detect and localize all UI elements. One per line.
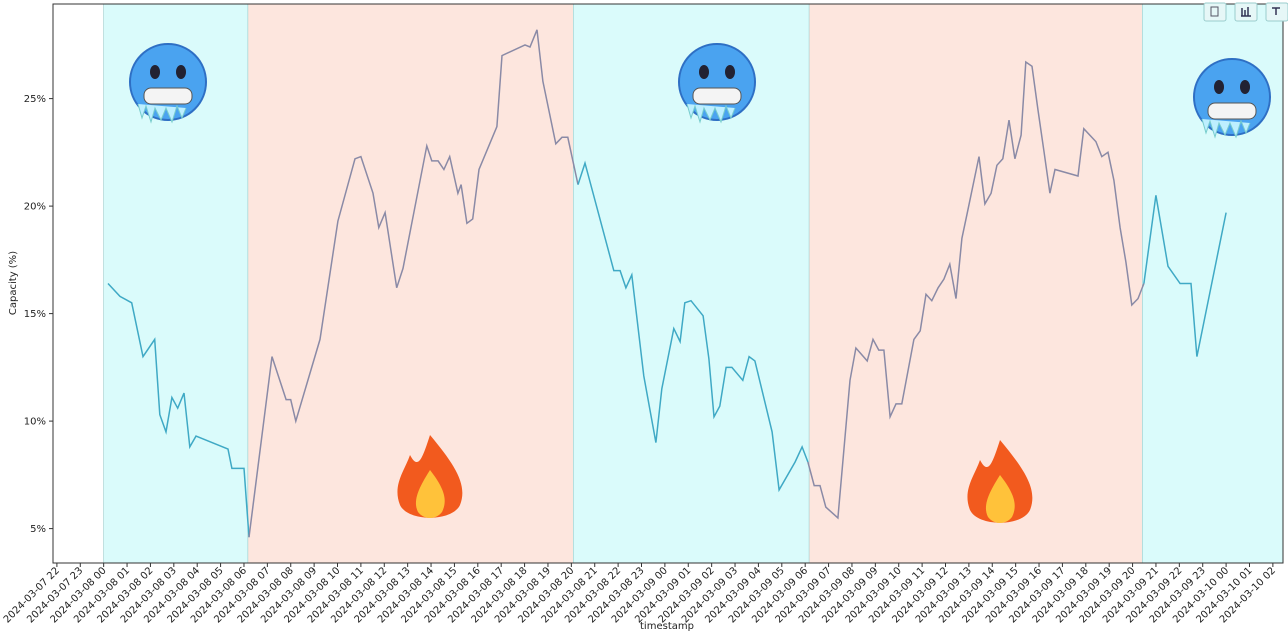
y-tick-label: 10% <box>24 417 46 428</box>
capacity-line <box>577 160 809 493</box>
plot-frame <box>52 3 1284 564</box>
export-icon <box>1272 7 1280 15</box>
teeth <box>692 87 742 105</box>
copy-button[interactable] <box>1203 2 1227 22</box>
copy-icon <box>1210 6 1219 17</box>
eye <box>176 65 186 79</box>
eye <box>725 65 735 79</box>
chart-icon <box>1241 7 1251 17</box>
y-tick-label: 15% <box>24 309 46 320</box>
y-axis-label: Capacity (%) <box>8 251 19 315</box>
flame-core <box>985 475 1015 523</box>
eye <box>699 65 709 79</box>
capacity-line <box>248 29 579 538</box>
export-button[interactable] <box>1265 2 1288 22</box>
teeth <box>1207 102 1257 120</box>
eye <box>1214 80 1224 94</box>
bands <box>103 4 1283 563</box>
y-tick-label: 25% <box>24 94 46 105</box>
icons <box>129 43 1271 523</box>
eye <box>150 65 160 79</box>
capacity-line <box>107 282 250 538</box>
toolbar <box>1203 2 1288 22</box>
x-axis-label: timestamp <box>640 621 694 632</box>
icicles <box>686 103 736 124</box>
icicles <box>1201 118 1251 139</box>
y-tick-label: 20% <box>24 202 46 213</box>
icicles <box>137 103 187 124</box>
chart-button[interactable] <box>1234 2 1258 22</box>
eye <box>1240 80 1250 94</box>
capacity-line <box>1143 195 1227 357</box>
flame-core <box>415 470 445 518</box>
capacity-line <box>807 60 1145 520</box>
region-band <box>809 4 1143 563</box>
y-tick-label: 5% <box>30 524 46 535</box>
teeth <box>143 87 193 105</box>
